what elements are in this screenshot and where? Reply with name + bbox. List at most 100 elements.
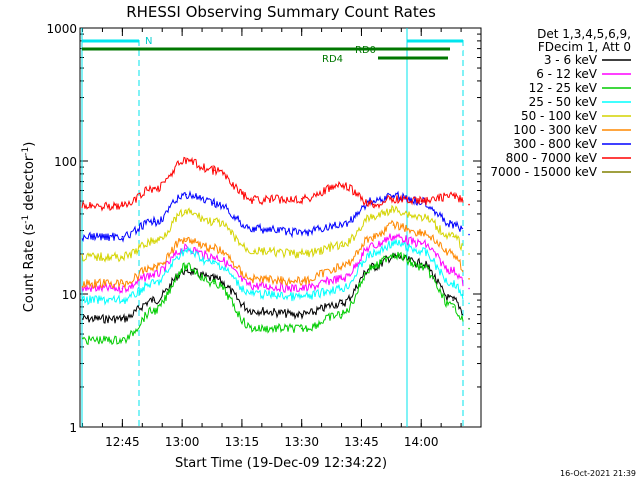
series-line [81, 252, 464, 324]
series-point [121, 256, 124, 258]
series-point [213, 169, 215, 172]
series-point [253, 285, 255, 287]
series-point [372, 200, 375, 202]
series-line [81, 219, 464, 290]
series-point [372, 235, 375, 238]
series-point [153, 273, 156, 276]
series-point [253, 278, 255, 280]
series-point [213, 202, 215, 205]
series-point [372, 203, 375, 206]
series-point [452, 235, 454, 238]
series-line [81, 251, 464, 346]
series-point [452, 224, 454, 226]
series-point [185, 266, 187, 268]
series-point [153, 220, 156, 223]
legend-label: 6 - 12 keV [536, 67, 598, 81]
series-point [121, 282, 124, 285]
series-point [153, 299, 156, 301]
series-line [81, 232, 464, 295]
x-tick-label: 13:45 [344, 435, 379, 449]
series-point [340, 287, 343, 290]
series-point [420, 242, 423, 245]
series-point [420, 250, 423, 252]
legend-label: 3 - 6 keV [544, 53, 598, 67]
series-point [420, 266, 423, 268]
series-point [213, 256, 215, 258]
series-point [300, 287, 303, 290]
series-point [253, 327, 255, 330]
y-tick-label: 100 [54, 155, 77, 169]
series-point [392, 224, 395, 226]
series-point [300, 231, 303, 234]
series-point [253, 293, 255, 295]
series-point [213, 262, 215, 265]
chart-title: RHESSI Observing Summary Count Rates [126, 3, 436, 21]
series-line [81, 156, 464, 212]
series-point [392, 256, 395, 258]
series-point [452, 282, 454, 285]
series-group [81, 156, 470, 346]
plot-frame [79, 27, 482, 428]
legend-header-2: FDecim 1, Att 0 [538, 40, 631, 54]
series-point [185, 250, 187, 252]
series-point [213, 282, 215, 285]
series-point [121, 287, 124, 290]
rd0-label: RD0 [355, 45, 376, 56]
series-line [81, 204, 464, 263]
y-tick-label: 1 [69, 421, 77, 435]
series-point [392, 194, 395, 197]
series-point [185, 160, 187, 162]
series-point [392, 208, 395, 211]
series-point [468, 233, 470, 236]
series-point [153, 266, 156, 268]
legend-label: 25 - 50 keV [529, 95, 598, 109]
series-point [300, 327, 303, 330]
legend-label: 300 - 800 keV [513, 137, 597, 151]
series-point [340, 313, 343, 316]
series-line [81, 190, 464, 243]
x-tick-label: 13:00 [165, 435, 200, 449]
series-point [340, 266, 343, 268]
series-point [452, 299, 454, 301]
series-point [468, 278, 470, 280]
legend-label: 50 - 100 keV [521, 109, 598, 123]
x-tick-label: 13:30 [284, 435, 319, 449]
legend-label: 7000 - 15000 keV [490, 165, 597, 179]
series-point [392, 235, 395, 238]
series-point [340, 224, 343, 226]
series-point [153, 240, 156, 242]
series-point [185, 269, 187, 272]
series-point [213, 247, 215, 250]
series-point [392, 253, 395, 255]
series-point [372, 245, 375, 247]
series-point [121, 235, 124, 238]
series-point [253, 250, 255, 252]
x-tick-label: 13:15 [225, 435, 260, 449]
series-point [340, 302, 343, 305]
series-point [420, 216, 423, 218]
legend-label: 100 - 300 keV [513, 123, 597, 137]
legend-label: 800 - 7000 keV [506, 151, 598, 165]
series-point [372, 216, 375, 218]
series-point [253, 309, 255, 312]
x-axis: 12:45 13:00 13:15 13:30 13:45 14:00 [82, 28, 482, 449]
series-point [153, 309, 156, 312]
series-point [452, 306, 454, 308]
series-point [452, 269, 454, 272]
series-point [153, 282, 156, 285]
series-point [468, 203, 470, 206]
series-point [121, 339, 124, 341]
series-point [185, 193, 187, 196]
series-point [213, 220, 215, 223]
series-point [121, 299, 124, 301]
series-point [340, 278, 343, 280]
y-axis: 1 10 100 1000 [46, 22, 481, 435]
series-point [340, 245, 343, 247]
series-point [452, 253, 454, 255]
series-point [153, 187, 156, 190]
series-point [392, 242, 395, 245]
series-line [81, 239, 464, 306]
y-tick-label: 10 [62, 288, 77, 302]
